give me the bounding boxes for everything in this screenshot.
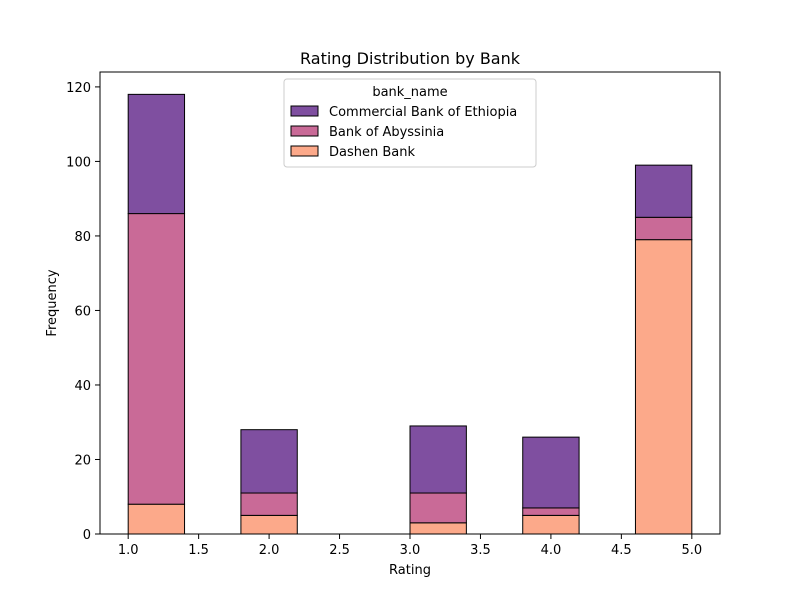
legend-entry: Bank of Abyssinia bbox=[329, 125, 444, 140]
x-tick-label: 3.0 bbox=[400, 543, 421, 558]
y-tick-label: 80 bbox=[74, 230, 91, 245]
y-tick-label: 20 bbox=[74, 453, 91, 468]
bar-bin2-series2 bbox=[409, 425, 467, 494]
x-tick-label: 4.5 bbox=[611, 543, 632, 558]
y-tick-label: 40 bbox=[74, 379, 91, 394]
bar-bin2-series1 bbox=[409, 492, 467, 524]
bars-group bbox=[127, 93, 693, 535]
bar-bin4-series1 bbox=[634, 216, 693, 241]
bar-bin2-series0 bbox=[409, 522, 467, 535]
legend-entry: Dashen Bank bbox=[329, 145, 415, 160]
legend-swatch bbox=[290, 145, 319, 157]
y-tick-label: 120 bbox=[66, 81, 91, 96]
x-tick-label: 1.5 bbox=[188, 543, 209, 558]
bar-bin0-series0 bbox=[127, 503, 186, 535]
legend-title: bank_name bbox=[372, 85, 447, 100]
legend-swatch bbox=[290, 125, 319, 137]
x-tick-label: 2.0 bbox=[259, 543, 280, 558]
bar-bin3-series0 bbox=[522, 514, 580, 535]
bar-bin1-series1 bbox=[240, 492, 298, 516]
y-tick-label: 100 bbox=[66, 155, 91, 170]
legend-swatch bbox=[290, 105, 319, 117]
legend-box bbox=[283, 78, 537, 168]
x-tick-label: 4.0 bbox=[541, 543, 562, 558]
y-tick-label: 0 bbox=[83, 528, 91, 543]
x-tick-label: 2.5 bbox=[329, 543, 350, 558]
x-tick-label: 1.0 bbox=[118, 543, 139, 558]
bar-bin3-series2 bbox=[522, 436, 580, 509]
bar-bin4-series2 bbox=[634, 164, 693, 218]
x-tick-label: 3.5 bbox=[470, 543, 491, 558]
bar-bin1-series2 bbox=[240, 429, 298, 494]
bar-bin0-series1 bbox=[127, 213, 186, 505]
legend-entry: Commercial Bank of Ethiopia bbox=[329, 105, 517, 120]
y-axis-ticks: 0 20 40 60 80 100 120 bbox=[66, 81, 100, 543]
x-axis-ticks: 1.0 1.5 2.0 2.5 3.0 3.5 4.0 4.5 5.0 bbox=[118, 534, 702, 558]
x-tick-label: 5.0 bbox=[681, 543, 702, 558]
bar-bin1-series0 bbox=[240, 514, 298, 535]
x-axis-label: Rating bbox=[389, 563, 431, 578]
y-tick-label: 60 bbox=[74, 304, 91, 319]
chart-title: Rating Distribution by Bank bbox=[300, 49, 521, 68]
legend: bank_name Commercial Bank of Ethiopia Bank… bbox=[283, 78, 537, 168]
y-axis-label: Frequency bbox=[45, 269, 60, 336]
bar-bin3-series1 bbox=[522, 507, 580, 516]
bar-bin0-series2 bbox=[127, 93, 186, 215]
bar-bin4-series0 bbox=[634, 239, 693, 535]
